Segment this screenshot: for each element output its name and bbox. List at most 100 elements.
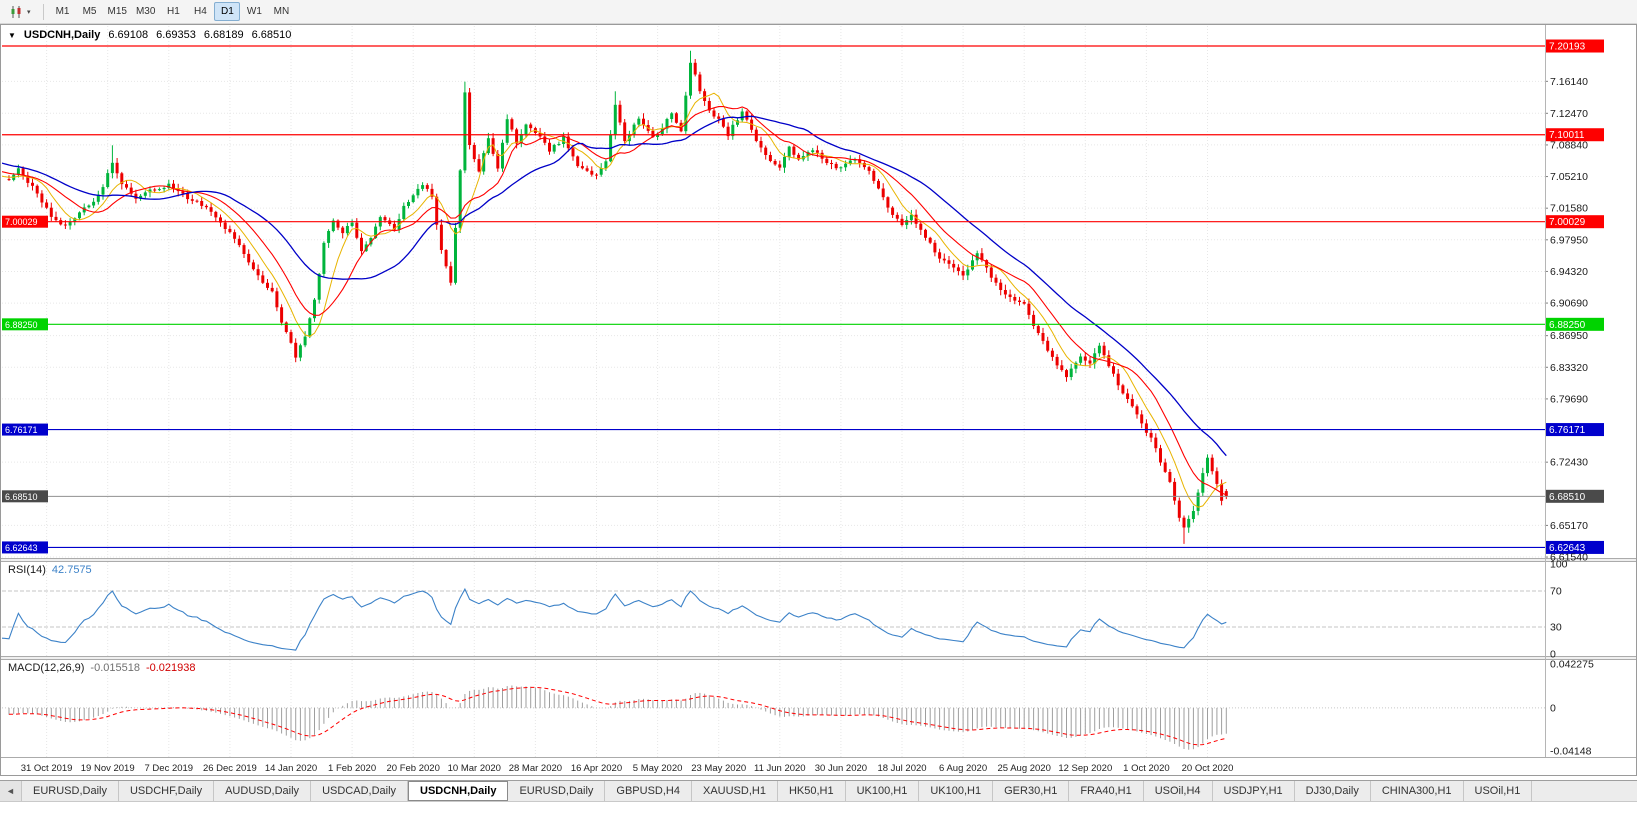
chart-type-button[interactable]: ▾ [4,2,37,22]
rsi-panel: 100 70 30 0 [2,559,1568,661]
svg-text:6.88250: 6.88250 [1549,320,1586,331]
svg-text:6.86950: 6.86950 [1550,330,1588,342]
price-tag [1546,215,1604,229]
svg-text:6.88250: 6.88250 [5,320,38,330]
svg-text:6.90690: 6.90690 [1550,298,1588,310]
svg-text:30 Jun 2020: 30 Jun 2020 [815,763,867,774]
price-tag [1546,489,1604,503]
chart-tab-usoil-h1[interactable]: USOil,H1 [1464,781,1533,801]
chart-tab-eurusd-daily[interactable]: EURUSD,Daily [508,781,606,801]
svg-text:16 Apr 2020: 16 Apr 2020 [571,763,622,774]
svg-text:11 Jun 2020: 11 Jun 2020 [754,763,806,774]
svg-text:7 Dec 2019: 7 Dec 2019 [145,763,194,774]
svg-text:6.79690: 6.79690 [1550,393,1588,405]
svg-text:1 Oct 2020: 1 Oct 2020 [1123,763,1169,774]
chart-tab-hk50-h1[interactable]: HK50,H1 [778,781,846,801]
timeframe-button-m5[interactable]: M5 [82,6,97,17]
price-tag [1546,423,1604,437]
price-axis: 7.16140 7.12470 7.08840 7.05210 7.01580 6.979… [1545,76,1588,564]
svg-text:6.76171: 6.76171 [1549,425,1586,436]
toolbar-separator [42,3,44,20]
chart-tab-usdjpy-h1[interactable]: USDJPY,H1 [1213,781,1295,801]
timeframe-button-mn[interactable]: MN [273,6,290,17]
svg-text:7.00029: 7.00029 [1549,217,1586,228]
timeframe-button-h4[interactable]: H4 [194,6,207,17]
svg-text:20 Feb 2020: 20 Feb 2020 [387,763,440,774]
svg-text:6.83320: 6.83320 [1550,362,1588,374]
timeframe-button-m1[interactable]: M1 [55,6,70,17]
price-tag-left [2,215,48,228]
chevron-down-icon: ▾ [27,8,31,16]
price-tag-left [2,490,48,503]
rsi-line [2,587,1227,651]
chart-tabs-bar: ◄ EURUSD,Daily USDCHF,Daily AUDUSD,Daily US… [0,780,1637,802]
timeframe-button-w1[interactable]: W1 [246,6,262,17]
chart-tab-ger30-h1[interactable]: GER30,H1 [993,781,1070,801]
svg-text:7.10011: 7.10011 [1549,130,1585,141]
svg-text:0.042275: 0.042275 [1550,659,1594,671]
chart-quick-menu-arrow[interactable]: ▼ [8,30,16,40]
svg-text:1 Feb 2020: 1 Feb 2020 [328,763,376,774]
chart-window[interactable]: 7.20193 7.10011 7.00029 7.00029 6.88250 6.882… [0,24,1637,776]
price-tag [1546,317,1604,331]
svg-text:70: 70 [1550,586,1562,598]
chart-tab-usdcad-daily[interactable]: USDCAD,Daily [311,781,409,801]
chart-tab-xauusd-h1[interactable]: XAUUSD,H1 [692,781,778,801]
svg-text:0: 0 [1550,649,1556,661]
chart-tab-fra40-h1[interactable]: FRA40,H1 [1069,781,1144,801]
timeframe-button-d1[interactable]: D1 [214,2,241,21]
chart-tab-usdcnh-daily[interactable]: USDCNH,Daily [408,781,509,801]
svg-text:10 Mar 2020: 10 Mar 2020 [448,763,501,774]
svg-text:100: 100 [1550,559,1568,571]
svg-text:23 May 2020: 23 May 2020 [691,763,746,774]
chart-tab-usoil-h4[interactable]: USOil,H4 [1144,781,1213,801]
svg-text:7.20193: 7.20193 [1549,42,1586,53]
svg-text:18 Jul 2020: 18 Jul 2020 [877,763,926,774]
svg-text:6.97950: 6.97950 [1550,234,1588,246]
svg-text:5 May 2020: 5 May 2020 [633,763,683,774]
chart-tab-dj30-daily[interactable]: DJ30,Daily [1295,781,1371,801]
chart-tab-china300-h1[interactable]: CHINA300,H1 [1371,781,1464,801]
svg-text:6.61540: 6.61540 [1550,552,1588,564]
svg-text:25 Aug 2020: 25 Aug 2020 [998,763,1051,774]
chart-tab-gbpusd-h4[interactable]: GBPUSD,H4 [605,781,692,801]
timeframe-button-m30[interactable]: M30 [135,6,156,17]
ma-fast-line [2,92,1227,508]
tab-scroll-left-button[interactable]: ◄ [0,781,22,801]
date-axis: 31 Oct 2019 19 Nov 2019 7 Dec 2019 26 Dec 2… [21,763,1234,774]
panel-splitters[interactable] [0,558,1637,758]
svg-text:6 Aug 2020: 6 Aug 2020 [939,763,987,774]
macd-histogram [8,685,1227,750]
svg-text:30: 30 [1550,622,1562,634]
ma-slow-line [2,115,1227,457]
horizontal-levels: 7.20193 7.10011 7.00029 7.00029 6.88250 6.882… [2,39,1604,554]
svg-text:6.94320: 6.94320 [1550,266,1588,278]
timeframe-button-m15[interactable]: M15 [107,6,127,17]
chart-tab-uk100-h1[interactable]: UK100,H1 [846,781,920,801]
grid [2,26,1545,757]
chart-tab-audusd-daily[interactable]: AUDUSD,Daily [214,781,312,801]
chart-tab-uk100-h1[interactable]: UK100,H1 [919,781,994,801]
svg-text:20 Oct 2020: 20 Oct 2020 [1182,763,1234,774]
timeframe-toolbar: ▾ M1 M5 M15 M30 H1 H4 D1 W1 MN [0,0,1637,24]
price-tag-left [2,318,48,331]
svg-text:31 Oct 2019: 31 Oct 2019 [21,763,73,774]
chart-tab-usdchf-daily[interactable]: USDCHF,Daily [119,781,215,801]
svg-text:-0.04148: -0.04148 [1550,746,1592,758]
price-tag-left [2,541,48,554]
svg-text:12 Sep 2020: 12 Sep 2020 [1058,763,1112,774]
macd-signal-line [9,686,1227,746]
timeframe-button-h1[interactable]: H1 [167,6,180,17]
price-tag [1546,540,1604,554]
svg-text:6.65170: 6.65170 [1550,520,1588,532]
svg-text:6.72430: 6.72430 [1550,457,1588,469]
chart-tab-eurusd-daily[interactable]: EURUSD,Daily [22,781,119,801]
macd-panel: 0.042275 0 -0.04148 [2,659,1594,758]
svg-text:14 Jan 2020: 14 Jan 2020 [265,763,317,774]
price-tag [1546,39,1604,53]
svg-text:26 Dec 2019: 26 Dec 2019 [203,763,257,774]
main-chart-svg: 7.20193 7.10011 7.00029 7.00029 6.88250 6.882… [0,24,1637,776]
timeframe-button-group: M1 M5 M15 M30 H1 H4 D1 W1 MN [50,2,295,21]
svg-text:7.05210: 7.05210 [1550,171,1588,183]
